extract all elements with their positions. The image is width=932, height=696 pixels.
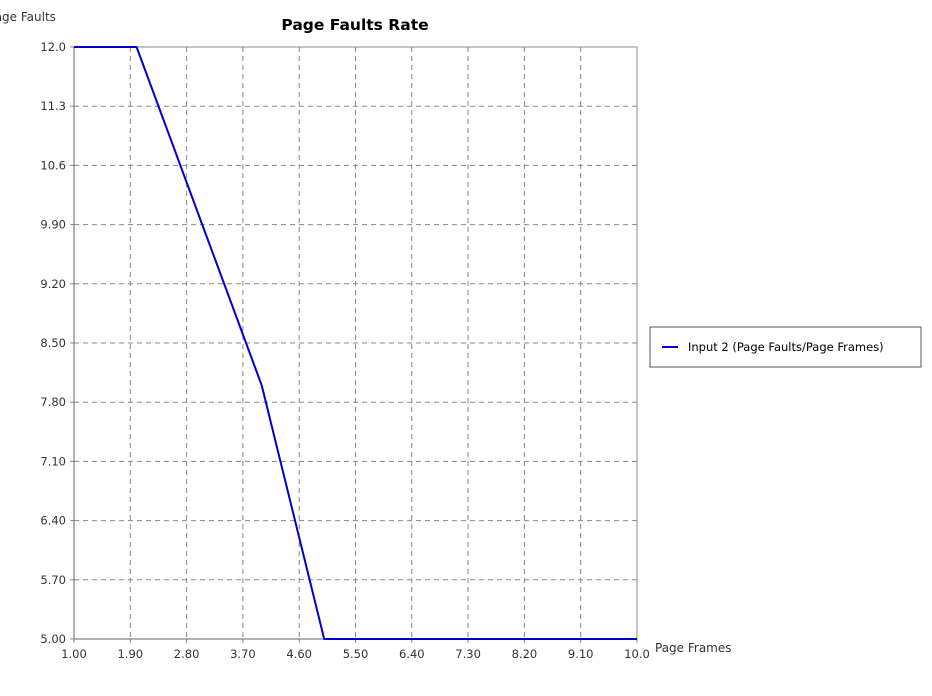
y-tick-label: 10.6 <box>40 158 66 172</box>
gridlines <box>73 46 638 640</box>
x-tick-label: 5.50 <box>343 647 369 661</box>
chart-title: Page Faults Rate <box>281 16 428 34</box>
x-tick-label: 1.00 <box>61 647 87 661</box>
x-tick-label: 3.70 <box>230 647 256 661</box>
y-tick-label: 9.20 <box>40 277 66 291</box>
x-tick-label: 9.10 <box>568 647 594 661</box>
x-tick-label: 7.30 <box>455 647 481 661</box>
x-tick-label: 10.0 <box>624 647 650 661</box>
legend: Input 2 (Page Faults/Page Frames) <box>649 326 922 368</box>
series-layer <box>74 46 637 640</box>
y-tick-label: 12.0 <box>40 40 66 54</box>
y-tick-label: 7.10 <box>40 454 66 468</box>
legend-label: Input 2 (Page Faults/Page Frames) <box>688 340 884 354</box>
y-tick-label: 7.80 <box>40 395 66 409</box>
x-tick-label: 2.80 <box>174 647 200 661</box>
y-tick-label: 6.40 <box>40 514 66 528</box>
x-tick-label: 8.20 <box>512 647 538 661</box>
x-tick-label: 1.90 <box>117 647 143 661</box>
y-tick-label: 8.50 <box>40 336 66 350</box>
axis-ticks: 1.00 1.90 2.80 3.70 4.60 5.50 6.40 7.30 8.20 9.10… <box>40 40 649 661</box>
legend-box <box>649 326 922 368</box>
y-tick-label: 9.90 <box>40 218 66 232</box>
x-tick-label: 4.60 <box>286 647 312 661</box>
series-line <box>74 46 637 640</box>
y-tick-label: 11.3 <box>40 99 66 113</box>
y-axis-label: Page Faults <box>0 10 56 24</box>
y-tick-label: 5.70 <box>40 573 66 587</box>
y-tick-label: 5.00 <box>40 632 66 646</box>
x-tick-label: 6.40 <box>399 647 425 661</box>
x-axis-label: Page Frames <box>655 641 732 655</box>
